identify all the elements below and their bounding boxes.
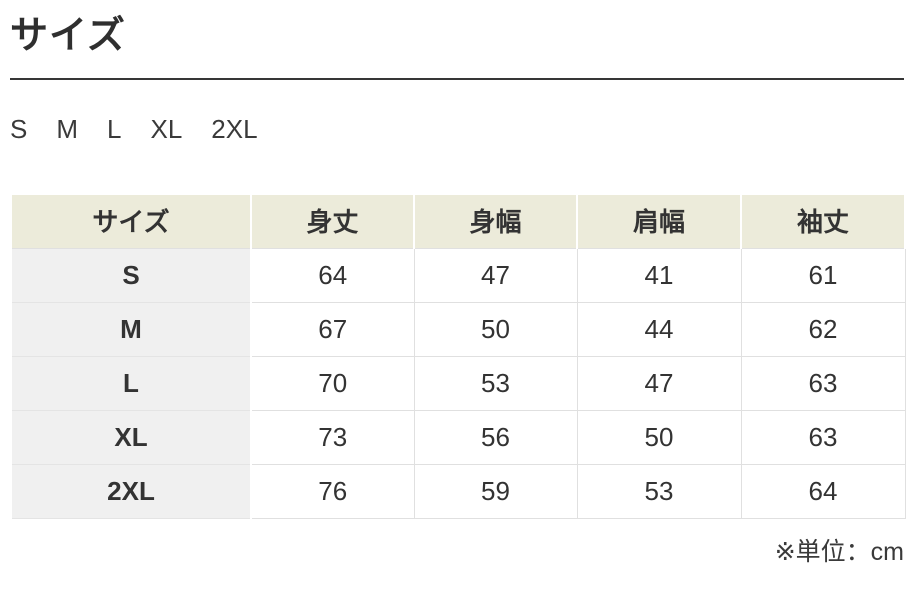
cell-value: 64 — [250, 247, 415, 303]
size-option-2xl[interactable]: 2XL — [211, 114, 258, 145]
table-row-m: M 67 50 44 62 — [10, 301, 906, 357]
cell-value: 50 — [413, 301, 578, 357]
table-header-row: サイズ 身丈 身幅 肩幅 袖丈 — [10, 193, 906, 249]
table-row-l: L 70 53 47 63 — [10, 355, 906, 411]
cell-value: 63 — [740, 409, 906, 465]
cell-value: 67 — [250, 301, 415, 357]
row-label-m: M — [10, 301, 252, 357]
size-options-row: S M L XL 2XL — [10, 116, 904, 142]
size-option-l[interactable]: L — [107, 114, 122, 145]
col-header-body-length: 身丈 — [250, 193, 415, 249]
col-header-size: サイズ — [10, 193, 252, 249]
cell-value: 47 — [413, 247, 578, 303]
title-divider — [10, 78, 904, 81]
cell-value: 41 — [576, 247, 742, 303]
row-label-s: S — [10, 247, 252, 303]
row-label-2xl: 2XL — [10, 463, 252, 519]
cell-value: 59 — [413, 463, 578, 519]
unit-note: ※単位：cm — [774, 537, 904, 566]
table-row-xl: XL 73 56 50 63 — [10, 409, 906, 465]
cell-value: 56 — [413, 409, 578, 465]
cell-value: 50 — [576, 409, 742, 465]
row-label-l: L — [10, 355, 252, 411]
page-title: サイズ — [10, 15, 126, 57]
size-chart-table: サイズ 身丈 身幅 肩幅 袖丈 S 64 47 41 61 M 67 50 44… — [10, 193, 906, 519]
cell-value: 64 — [740, 463, 906, 519]
cell-value: 44 — [576, 301, 742, 357]
cell-value: 76 — [250, 463, 415, 519]
col-header-body-width: 身幅 — [413, 193, 578, 249]
col-header-sleeve-length: 袖丈 — [740, 193, 906, 249]
table-row-s: S 64 47 41 61 — [10, 247, 906, 303]
cell-value: 61 — [740, 247, 906, 303]
cell-value: 53 — [413, 355, 578, 411]
cell-value: 53 — [576, 463, 742, 519]
size-option-xl[interactable]: XL — [150, 114, 183, 145]
cell-value: 47 — [576, 355, 742, 411]
size-option-s[interactable]: S — [10, 114, 28, 145]
cell-value: 70 — [250, 355, 415, 411]
size-option-m[interactable]: M — [56, 114, 79, 145]
cell-value: 73 — [250, 409, 415, 465]
row-label-xl: XL — [10, 409, 252, 465]
cell-value: 62 — [740, 301, 906, 357]
table-row-2xl: 2XL 76 59 53 64 — [10, 463, 906, 519]
col-header-shoulder-width: 肩幅 — [576, 193, 742, 249]
cell-value: 63 — [740, 355, 906, 411]
